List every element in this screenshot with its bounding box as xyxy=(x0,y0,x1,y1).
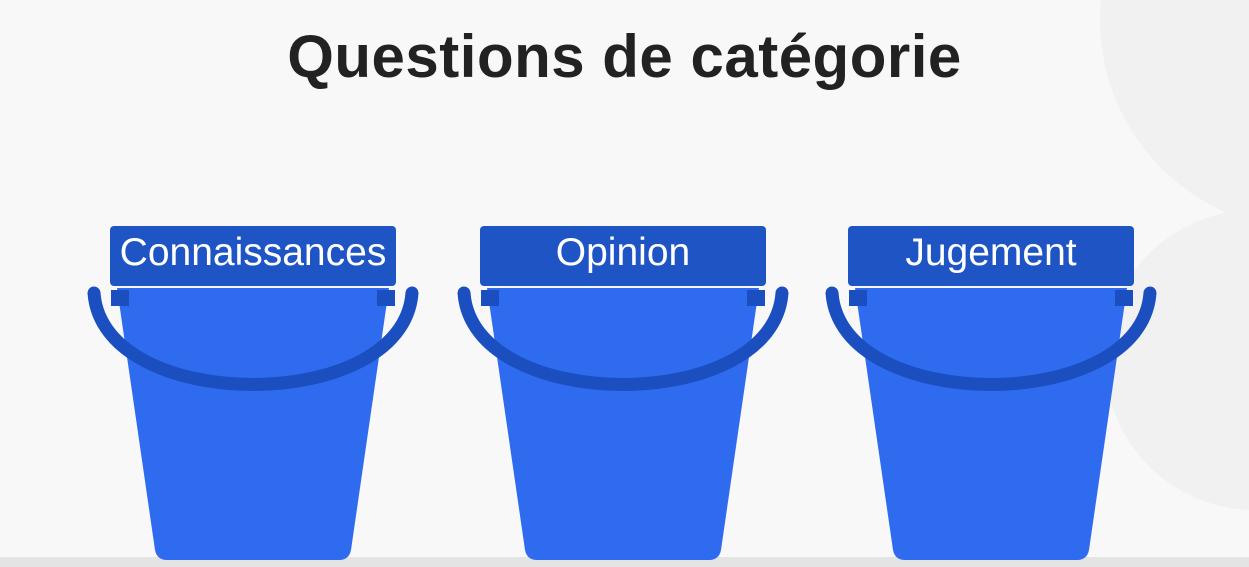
bucket-opinion: Opinion xyxy=(453,200,793,567)
floor-strip xyxy=(0,557,1249,567)
bucket-icon xyxy=(825,226,1157,560)
page-title: Questions de catégorie xyxy=(287,23,962,90)
bucket-connaissances: Connaissances xyxy=(83,200,423,567)
bucket-icon xyxy=(87,226,419,560)
bucket-label: Connaissances xyxy=(119,231,387,274)
bucket-label: Jugement xyxy=(905,231,1077,274)
bucket-jugement: Jugement xyxy=(821,200,1161,567)
bucket-label: Opinion xyxy=(555,231,691,274)
bucket-icon xyxy=(457,226,789,560)
